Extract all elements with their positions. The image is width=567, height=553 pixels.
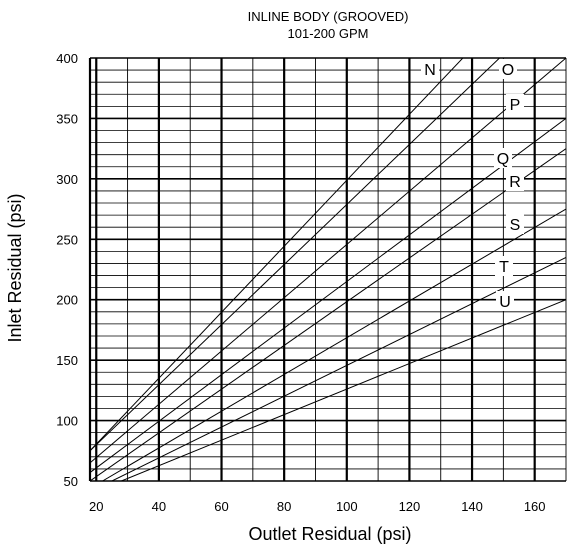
x-axis-label: Outlet Residual (psi) [248,524,411,544]
series-label-r: R [509,174,521,191]
tick-labels: 20 40 60 80 100 120 140 160 50 100 150 200 250 300 350… [56,51,545,514]
series-label-bg [506,171,524,191]
y-tick-label: 50 [64,474,78,489]
series-line-o [90,58,501,452]
series-label-bg [496,291,514,311]
y-tick-label: 300 [56,172,78,187]
y-axis-label: Inlet Residual (psi) [5,193,25,342]
series-line-t [111,256,566,481]
chart-subtitle: 101-200 GPM [288,26,369,41]
series-labels: N O P QR S T U [421,59,524,311]
x-tick-label: 60 [214,499,228,514]
x-tick-label: 160 [524,499,546,514]
y-tick-label: 150 [56,353,78,368]
x-tick-label: 40 [152,499,166,514]
series-label-bg [506,94,524,114]
series-line-n [90,58,464,452]
series-line-r [90,148,566,481]
y-tick-label: 350 [56,111,78,126]
y-tick-label: 400 [56,51,78,66]
series-line-q [90,118,566,473]
series-line-s [102,208,566,481]
chart-title: INLINE BODY (GROOVED) [248,9,409,24]
series-label-o: O [502,62,514,79]
series-label-s: S [510,217,521,234]
x-tick-label: 120 [399,499,421,514]
x-tick-label: 140 [461,499,483,514]
series-line-u [121,299,566,481]
grid [88,57,567,482]
series-label-n: N [424,62,436,79]
series-line-p [90,58,566,464]
series-lines [90,58,566,481]
x-tick-label: 80 [277,499,291,514]
series-label-bg [506,214,524,234]
y-tick-label: 200 [56,293,78,308]
series-label-bg [499,59,517,79]
y-tick-label: 100 [56,414,78,429]
x-tick-label: 20 [89,499,103,514]
series-label-bg [494,148,512,168]
series-label-bg [421,59,439,79]
series-label-bg [495,256,513,276]
series-label-u: U [499,294,511,311]
x-tick-label: 100 [336,499,358,514]
series-label-q: Q [497,151,509,168]
series-label-p: P [510,97,521,114]
y-tick-label: 250 [56,232,78,247]
series-label-t: T [499,259,509,276]
